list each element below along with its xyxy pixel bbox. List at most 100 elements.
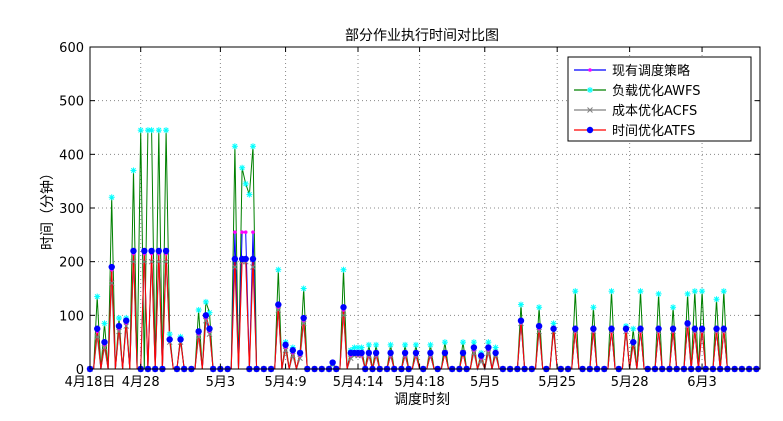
y-axis-label: 时间（分钟） [39, 166, 56, 250]
data-point [94, 293, 101, 300]
data-point [655, 290, 662, 297]
data-point [101, 320, 108, 327]
data-point [517, 317, 525, 324]
legend-label: 成本优化ACFS [612, 104, 697, 119]
legend-label: 现有调度策略 [612, 63, 690, 79]
data-point [162, 247, 170, 255]
data-point [669, 325, 677, 332]
data-point [300, 285, 307, 292]
data-point [203, 317, 209, 324]
x-tick-label: 5月4:14 [333, 375, 383, 390]
x-tick-label: 4月18日 [65, 375, 116, 390]
data-point [713, 296, 720, 303]
data-point [202, 312, 210, 319]
data-point [492, 349, 499, 357]
data-point [163, 258, 169, 265]
data-point [233, 230, 237, 234]
data-point [108, 263, 115, 271]
data-point [608, 288, 615, 295]
data-point [536, 304, 543, 311]
y-tick-label: 400 [59, 148, 84, 163]
data-point [94, 325, 101, 332]
data-point [300, 314, 307, 322]
data-point [141, 247, 148, 255]
legend-marker [586, 126, 594, 134]
data-point [517, 301, 524, 308]
data-point [720, 325, 727, 332]
data-point [622, 325, 630, 332]
data-point [275, 307, 282, 313]
legend-marker [588, 68, 592, 72]
data-point [590, 304, 597, 311]
data-point [427, 341, 434, 348]
data-point [195, 328, 202, 335]
data-point [137, 127, 144, 134]
data-point [239, 164, 246, 171]
data-point [177, 336, 184, 343]
data-point [195, 306, 202, 313]
data-point [590, 325, 597, 332]
data-point [242, 255, 249, 263]
data-point [141, 258, 148, 265]
legend-label: 时间优化ATFS [612, 124, 695, 139]
x-tick-label: 6月3 [687, 375, 717, 390]
data-point [249, 255, 257, 263]
data-point [289, 347, 297, 354]
data-point [115, 315, 122, 322]
data-point [365, 341, 372, 348]
data-point [630, 338, 637, 346]
data-point [699, 288, 706, 295]
data-point [485, 339, 492, 346]
x-tick-label: 5月4:9 [264, 375, 306, 390]
data-point [478, 358, 484, 364]
data-point [402, 341, 409, 348]
data-point [340, 266, 347, 273]
y-tick-label: 0 [76, 363, 84, 378]
data-point [470, 339, 477, 346]
data-point [372, 349, 380, 357]
data-point [231, 255, 239, 263]
data-point [347, 355, 354, 362]
data-point [155, 127, 162, 134]
data-point [148, 127, 155, 134]
data-point [163, 127, 170, 134]
data-point [387, 341, 394, 348]
data-point [637, 325, 644, 332]
data-point [608, 325, 615, 332]
data-point [365, 349, 373, 357]
data-point [94, 333, 101, 340]
y-tick-label: 300 [59, 202, 84, 217]
data-point [300, 320, 307, 327]
data-point [108, 280, 115, 286]
data-point [713, 325, 720, 332]
data-point [250, 264, 256, 270]
x-tick-label: 5月4:18 [394, 375, 444, 390]
data-point [101, 344, 108, 351]
data-point [459, 349, 467, 357]
data-point [148, 258, 155, 265]
y-tick-label: 200 [59, 256, 84, 271]
x-axis-label: 调度时刻 [394, 392, 450, 408]
data-point [670, 304, 677, 311]
data-point [401, 349, 409, 357]
data-point [340, 312, 347, 319]
data-point [116, 328, 122, 335]
data-point [471, 350, 477, 356]
data-point [655, 325, 662, 332]
data-point [637, 288, 644, 295]
data-point [282, 347, 289, 354]
x-axis-ticks: 4月18日 4月28 5月3 5月4:9 5月4:14 5月4:18 5月5 5月25 5月28… [65, 47, 717, 390]
series-markers-3 [86, 247, 760, 373]
data-point [101, 338, 108, 346]
data-point [155, 247, 163, 255]
data-point [485, 344, 492, 351]
data-point [249, 143, 256, 150]
data-point [195, 333, 202, 340]
legend-label: 负载优化AWFS [612, 84, 701, 99]
data-point [243, 230, 248, 234]
legend-box [567, 56, 752, 142]
data-point [206, 331, 213, 337]
data-point [720, 288, 727, 295]
data-point [358, 349, 365, 357]
